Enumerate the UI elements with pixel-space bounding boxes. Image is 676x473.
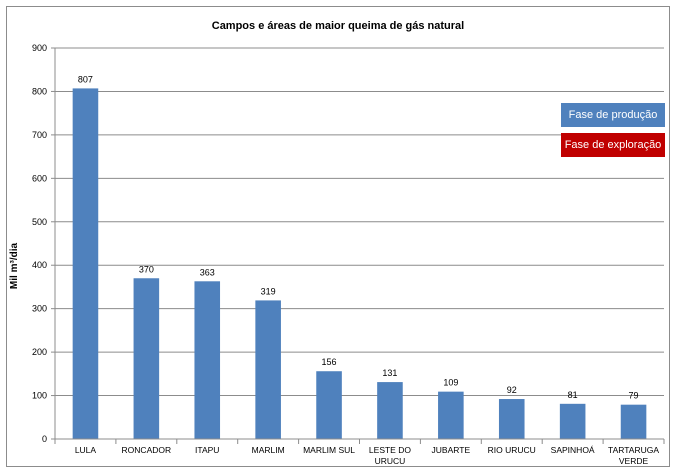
y-tick-label: 700 — [32, 130, 47, 140]
bar — [559, 403, 586, 439]
labels: 0 100 200 300 400 500 600 700 800 900 807 LULA 370 RO… — [32, 43, 659, 466]
data-label: 131 — [382, 368, 397, 378]
x-category-label: RONCADOR — [122, 445, 172, 455]
y-tick-label: 100 — [32, 391, 47, 401]
bar — [316, 371, 342, 439]
x-category-label: JUBARTE — [432, 445, 471, 455]
y-tick-label: 500 — [32, 217, 47, 227]
y-tick-label: 900 — [32, 43, 47, 53]
bar — [377, 382, 403, 439]
x-category-label: SAPINHOÁ — [551, 445, 595, 455]
data-label: 319 — [261, 286, 276, 296]
x-category-label: ITAPU — [195, 445, 219, 455]
data-label: 79 — [629, 391, 639, 401]
data-label: 370 — [139, 264, 154, 274]
x-category-label: LULA — [75, 445, 97, 455]
data-label: 81 — [568, 390, 578, 400]
y-tick-label: 300 — [32, 304, 47, 314]
x-category-label: VERDE — [619, 456, 649, 466]
bar — [133, 278, 160, 439]
x-category-label: MARLIM SUL — [303, 445, 355, 455]
data-label: 92 — [507, 385, 517, 395]
bar — [255, 300, 281, 439]
bar — [194, 281, 221, 439]
legend-label-producao: Fase de produção — [568, 109, 658, 121]
x-category-label: RIO URUCU — [488, 445, 536, 455]
x-category-label: TARTARUGA — [608, 445, 659, 455]
bars — [72, 88, 647, 440]
bar — [620, 404, 647, 439]
y-tick-label: 600 — [32, 173, 47, 183]
bar — [498, 399, 525, 439]
x-category-label: LESTE DO — [369, 445, 411, 455]
bar — [438, 391, 464, 439]
data-label: 807 — [78, 74, 93, 84]
legend-label-exploracao: Fase de exploração — [564, 139, 662, 151]
axes — [51, 47, 665, 444]
x-category-label: MARLIM — [252, 445, 285, 455]
data-label: 109 — [443, 378, 458, 388]
y-tick-label: 200 — [32, 347, 47, 357]
data-label: 156 — [322, 357, 337, 367]
y-axis-title: Mil m³/dia — [9, 243, 20, 290]
legend-item-producao: Fase de produção — [561, 103, 665, 127]
y-tick-label: 800 — [32, 86, 47, 96]
x-category-label: URUCU — [375, 456, 406, 466]
data-label: 363 — [200, 267, 215, 277]
y-tick-label: 400 — [32, 260, 47, 270]
bar — [72, 88, 99, 440]
y-tick-label: 0 — [42, 434, 47, 444]
chart-title: Campos e áreas de maior queima de gás na… — [212, 20, 464, 32]
legend-item-exploracao: Fase de exploração — [561, 133, 665, 157]
